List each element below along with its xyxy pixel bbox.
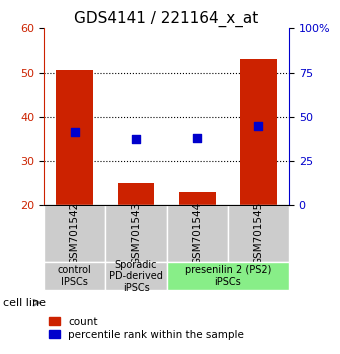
Point [72,129,78,135]
Text: Sporadic
PD-derived
iPSCs: Sporadic PD-derived iPSCs [109,259,163,293]
FancyBboxPatch shape [228,205,289,262]
Point [256,123,261,129]
Point [133,136,139,142]
Title: GDS4141 / 221164_x_at: GDS4141 / 221164_x_at [74,11,259,27]
FancyBboxPatch shape [167,262,289,290]
Bar [179,192,216,205]
Legend: count, percentile rank within the sample: count, percentile rank within the sample [49,317,244,340]
FancyBboxPatch shape [105,262,167,290]
Text: cell line: cell line [3,298,46,308]
Point [194,135,200,141]
Text: GSM701543: GSM701543 [131,202,141,265]
Text: control
IPSCs: control IPSCs [58,265,92,287]
Text: GSM701542: GSM701542 [70,202,80,265]
FancyBboxPatch shape [44,205,105,262]
FancyBboxPatch shape [44,262,105,290]
Text: GSM701544: GSM701544 [192,202,202,265]
FancyBboxPatch shape [105,205,167,262]
Bar [118,183,154,205]
Bar [240,59,277,205]
Text: presenilin 2 (PS2)
iPSCs: presenilin 2 (PS2) iPSCs [185,265,271,287]
FancyBboxPatch shape [167,205,228,262]
Bar [56,70,93,205]
Text: GSM701545: GSM701545 [253,202,264,265]
